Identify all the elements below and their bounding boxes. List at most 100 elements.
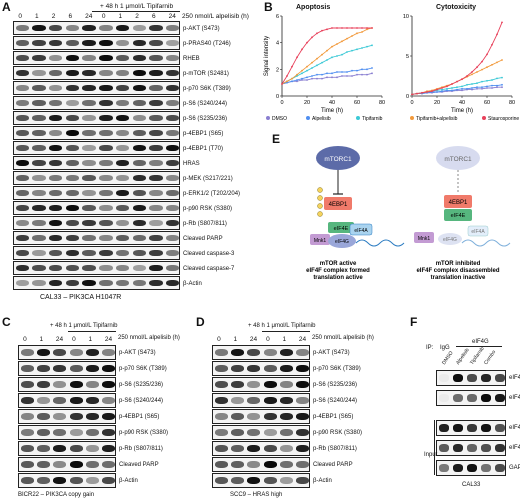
data-point: [471, 88, 473, 91]
timepoint-label: 0: [101, 13, 106, 20]
blot-band: [32, 54, 46, 62]
blot-band: [69, 428, 83, 437]
blot-band: [115, 264, 130, 272]
eif4a-active-label: eIF4A: [354, 228, 368, 234]
blot-band: [53, 348, 67, 357]
blot-band: [115, 84, 130, 92]
left-caption-1: mTOR active: [320, 261, 357, 267]
blot-band: [279, 380, 294, 389]
data-point: [351, 49, 353, 52]
data-point: [291, 77, 293, 80]
blot-band: [495, 424, 505, 432]
eif4g-active-node: [328, 234, 356, 248]
data-point: [326, 72, 328, 75]
data-point: [426, 91, 428, 93]
blot-band: [165, 264, 179, 272]
blot-band: [32, 84, 46, 92]
blot-band: [149, 159, 163, 167]
panel-c-blot-row: [18, 345, 116, 360]
blot-band: [65, 234, 80, 242]
panel-d-blot-row: [212, 473, 310, 488]
blot-band: [15, 99, 30, 107]
blot-band: [69, 476, 83, 485]
data-point: [416, 92, 418, 95]
panel-a-blot-row-label: β-Actin: [183, 280, 202, 287]
blot-band: [65, 54, 80, 62]
blot-band: [132, 54, 146, 62]
blot-band: [82, 219, 96, 227]
timepoint-label: 0: [23, 336, 27, 343]
blot-band: [49, 264, 63, 272]
legend-marker: [482, 116, 486, 120]
data-point: [476, 71, 478, 73]
blot-band: [69, 396, 83, 405]
panel-a-blot-row-label: p-MEK (S217/221): [183, 175, 233, 182]
data-point: [336, 76, 338, 79]
panel-f-blot-row: [436, 390, 506, 406]
data-point: [356, 27, 358, 29]
data-point: [356, 48, 358, 51]
panel-letter-f: F: [410, 315, 418, 329]
blot-band: [279, 412, 294, 421]
mnk1-active-box: [310, 234, 330, 245]
4ebp1-active-box: [324, 197, 352, 210]
blot-band: [165, 219, 179, 227]
blot-band: [467, 424, 477, 432]
blot-band: [279, 396, 294, 405]
blot-band: [115, 24, 130, 32]
blot-band: [230, 348, 245, 357]
data-point: [456, 86, 458, 89]
blot-band: [247, 476, 261, 485]
blot-band: [53, 460, 67, 469]
right-caption-3: translation inactive: [431, 275, 486, 281]
blot-band: [115, 279, 130, 287]
blot-band: [65, 189, 80, 197]
blot-band: [69, 380, 83, 389]
blot-band: [65, 219, 80, 227]
blot-band: [214, 460, 228, 469]
blot-band: [53, 476, 67, 485]
blot-band: [132, 174, 146, 182]
blot-band: [495, 374, 505, 382]
blot-band: [132, 219, 146, 227]
blot-band: [69, 412, 83, 421]
blot-band: [132, 144, 146, 152]
blot-band: [82, 84, 96, 92]
blot-band: [99, 204, 113, 212]
data-point: [301, 48, 303, 51]
data-point: [461, 89, 463, 92]
blot-band: [214, 476, 228, 485]
blot-band: [296, 476, 309, 485]
panel-a-blot-row-label: p-S6 (S235/236): [183, 115, 228, 122]
blot-band: [296, 460, 309, 469]
panel-a-blot-row: [13, 231, 180, 245]
y-tick-label: 0: [406, 94, 409, 100]
blot-band: [165, 234, 179, 242]
blot-band: [99, 84, 113, 92]
data-point: [471, 87, 473, 89]
blot-band: [453, 394, 463, 402]
blot-band: [99, 249, 113, 257]
data-point: [481, 68, 483, 71]
panel-f-blot-row: [436, 460, 506, 476]
blot-band: [32, 249, 46, 257]
blot-band: [467, 464, 477, 472]
data-point: [286, 75, 288, 77]
data-point: [296, 73, 298, 76]
blot-band: [149, 219, 163, 227]
panel-a-blot-row: [13, 96, 180, 110]
data-point: [321, 73, 323, 76]
data-point: [446, 89, 448, 92]
panel-a-blot-row: [13, 216, 180, 230]
blot-band: [132, 249, 146, 257]
panel-a-blot-row: [13, 141, 180, 155]
y-axis-label: Signal intensity: [264, 36, 270, 76]
panel-a-blot-row-label: p-ERK1/2 (T202/204): [183, 190, 241, 197]
blot-band: [149, 39, 163, 47]
blot-band: [115, 54, 130, 62]
blot-band: [53, 428, 67, 437]
blot-band: [99, 279, 113, 287]
blot-band: [82, 129, 96, 137]
blot-band: [132, 234, 146, 242]
data-point: [351, 35, 353, 37]
